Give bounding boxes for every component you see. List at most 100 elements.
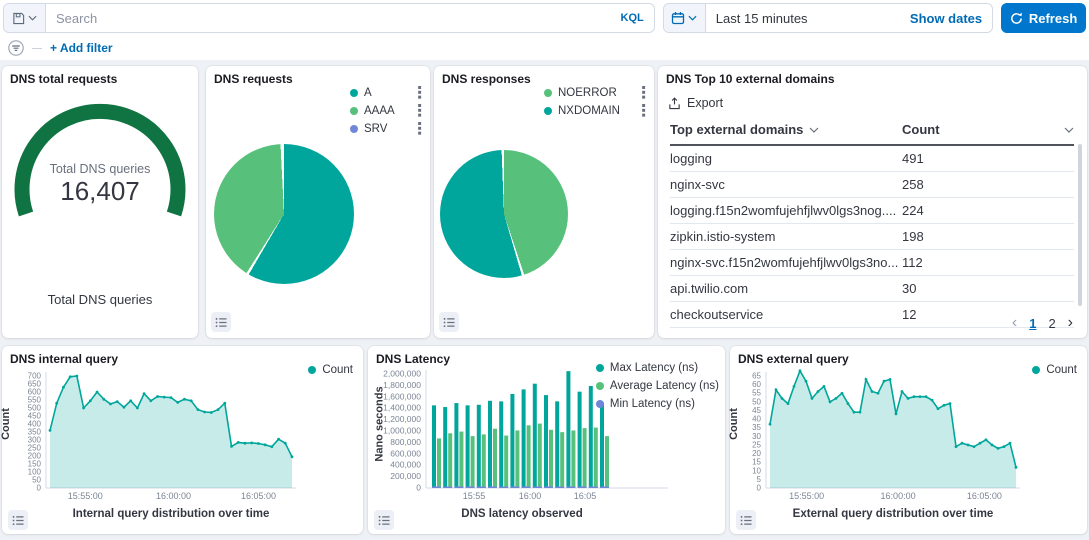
legend-list-icon [740,515,752,525]
svg-text:700: 700 [28,372,42,381]
chevron-down-icon [28,15,37,21]
filter-divider [32,47,42,49]
panel-title: DNS total requests [10,72,118,86]
table-row: checkoutservice 12 [670,301,1074,328]
svg-text:600,000: 600,000 [390,448,421,458]
svg-text:16:00: 16:00 [519,491,542,501]
export-icon [669,96,680,109]
cell-count: 224 [902,197,1074,224]
filter-bar: + Add filter [8,39,113,57]
legend-item-a[interactable]: A [350,86,422,99]
panel-dns-requests: DNS requests A AAAA SRV [206,66,430,338]
panel-dns-top-external-domains: DNS Top 10 external domains Export Top e… [658,66,1087,338]
svg-text:35: 35 [752,423,761,432]
refresh-button[interactable]: Refresh [1001,3,1086,33]
search-input[interactable] [46,10,611,26]
legend-dot [544,88,552,97]
legend-item-average-latency[interactable]: Average Latency (ns) [595,380,719,392]
page-2-button[interactable]: 2 [1048,315,1056,331]
export-button[interactable]: Export [668,96,723,110]
x-axis-title: External query distribution over time [792,508,994,520]
query-language-button[interactable]: KQL [620,12,644,24]
legend-item-nxdomain[interactable]: NXDOMAIN [544,104,646,117]
legend-toggle-button[interactable] [439,312,459,332]
legend-toggle-button[interactable] [736,510,756,530]
gauge-value: 16,407 [60,176,140,206]
legend-list-icon [215,317,227,327]
time-range-value[interactable]: Last 15 minutes [715,10,808,26]
svg-text:20: 20 [752,449,761,458]
next-page-button[interactable]: › [1067,314,1073,331]
cell-count: 30 [902,275,1074,302]
svg-text:400: 400 [28,420,42,429]
table-row: zipkin.istio-system 198 [670,223,1074,250]
svg-text:550: 550 [28,396,42,405]
legend-list-icon [12,515,24,525]
legend-actions-icon[interactable] [628,104,646,117]
time-picker: Last 15 minutes Show dates [662,3,994,33]
legend: A AAAA SRV [350,86,422,135]
legend-dot [350,88,358,97]
add-filter-button[interactable]: + Add filter [50,41,113,55]
cell-domain: api.twilio.com [670,275,902,302]
svg-text:100: 100 [28,468,42,477]
filter-icon[interactable] [8,40,24,56]
legend-item-count[interactable]: Count [1032,364,1077,376]
calendar-menu-button[interactable] [663,4,706,32]
svg-text:16:05:00: 16:05:00 [967,491,1002,501]
panel-dns-total-requests: DNS total requests Total DNS queries 16,… [2,66,198,338]
gauge-bottom-label: Total DNS queries [47,292,153,307]
pagination: ‹ 1 2 › [1012,314,1073,332]
legend-item-max-latency[interactable]: Max Latency (ns) [595,362,719,374]
svg-text:16:05:00: 16:05:00 [241,491,276,501]
legend-actions-icon[interactable] [404,104,422,117]
svg-text:300: 300 [28,436,42,445]
legend-toggle-button[interactable] [8,510,28,530]
domains-tbody: logging 491 nginx-svc 258 logging.f15n2womfu… [670,145,1074,328]
legend-item-aaaa[interactable]: AAAA [350,104,422,117]
table-scrollbar[interactable] [1078,144,1082,306]
x-axis-title: Internal query distribution over time [72,508,270,520]
column-header-domains[interactable]: Top external domains [670,118,902,146]
svg-text:800,000: 800,000 [390,437,421,447]
svg-text:0: 0 [416,483,421,493]
legend-dot [595,382,604,390]
svg-text:1,400,000: 1,400,000 [383,403,421,413]
legend-actions-icon[interactable] [404,122,422,135]
cell-domain: logging [670,145,902,172]
cell-count: 258 [902,171,1074,198]
legend-item-noerror[interactable]: NOERROR [544,86,646,99]
cell-count: 491 [902,145,1074,172]
legend-item-count[interactable]: Count [308,364,353,376]
panel-title: DNS external query [738,352,849,366]
legend: NOERROR NXDOMAIN [544,86,646,117]
svg-text:60: 60 [752,380,761,389]
svg-text:200,000: 200,000 [390,471,421,481]
legend-toggle-button[interactable] [374,510,394,530]
legend-item-srv[interactable]: SRV [350,122,422,135]
svg-text:16:00:00: 16:00:00 [156,491,191,501]
previous-page-button[interactable]: ‹ [1011,314,1018,331]
legend-actions-icon[interactable] [404,86,422,99]
gauge-arc [14,103,186,217]
legend-toggle-button[interactable] [211,312,231,332]
svg-text:400,000: 400,000 [390,460,421,470]
panel-title: DNS internal query [10,352,119,366]
page-1-button[interactable]: 1 [1029,315,1037,331]
legend-actions-icon[interactable] [628,86,646,99]
chevron-down-icon [809,127,819,133]
column-header-count[interactable]: Count [902,118,1074,146]
svg-text:16:05: 16:05 [574,491,597,501]
save-icon [13,12,25,24]
svg-text:650: 650 [28,380,42,389]
legend-item-min-latency[interactable]: Min Latency (ns) [595,398,719,410]
panel-title: DNS Latency [376,352,451,366]
gauge-chart [14,103,186,217]
table-row: api.twilio.com 30 [670,275,1074,302]
show-dates-button[interactable]: Show dates [909,10,983,26]
cell-domain: nginx-svc [670,171,902,198]
saved-query-menu-button[interactable] [4,4,46,32]
panel-dns-external-query: DNS external query Count 0 5 10 15 20 25 30 35 4… [728,346,1087,534]
query-bar: KQL [3,3,655,33]
svg-text:65: 65 [752,372,761,381]
